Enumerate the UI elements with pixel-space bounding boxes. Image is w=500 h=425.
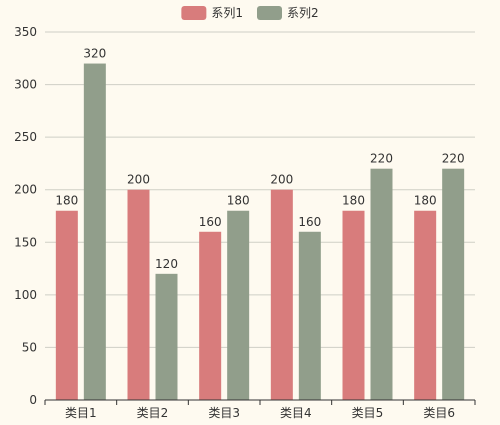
y-tick-label: 300	[14, 78, 37, 92]
legend-item-series1[interactable]: 系列1	[181, 6, 243, 20]
data-label-series2-cat2: 120	[155, 257, 178, 271]
data-label-series2-cat4: 160	[298, 215, 321, 229]
y-tick-label: 50	[22, 340, 37, 354]
y-tick-label: 150	[14, 235, 37, 249]
x-axis: 类目1 类目2 类目3 类目4 类目5 类目6	[44, 399, 476, 420]
bar-series2-cat4[interactable]	[298, 231, 321, 400]
bar-series2-cat3[interactable]	[227, 210, 250, 400]
data-label-series1-cat6: 180	[414, 194, 437, 208]
legend-label: 系列2	[287, 6, 319, 20]
y-tick-label: 200	[14, 183, 37, 197]
x-tick-label: 类目1	[65, 406, 97, 420]
x-tick-label: 类目3	[208, 406, 240, 420]
legend-swatch	[257, 6, 282, 20]
grid-lines	[45, 31, 475, 348]
data-label-series1-cat2: 200	[127, 173, 150, 187]
y-tick-label: 0	[29, 393, 37, 407]
x-tick-label: 类目2	[137, 406, 169, 420]
data-label-series1-cat3: 160	[199, 215, 222, 229]
bar-series1-cat4[interactable]	[270, 189, 293, 400]
bar-series1-cat3[interactable]	[199, 231, 222, 400]
bars	[55, 63, 465, 401]
data-label-series1-cat5: 180	[342, 194, 365, 208]
bar-series1-cat5[interactable]	[342, 210, 365, 400]
x-tick-label: 类目6	[423, 406, 455, 420]
y-tick-label: 100	[14, 288, 37, 302]
data-label-series2-cat1: 320	[83, 47, 106, 61]
bar-series1-cat2[interactable]	[127, 189, 150, 400]
x-tick-label: 类目4	[280, 406, 312, 420]
bar-series2-cat5[interactable]	[370, 168, 393, 400]
bar-series1-cat1[interactable]	[55, 210, 78, 400]
y-tick-label: 350	[14, 25, 37, 39]
legend-label: 系列1	[211, 6, 243, 20]
bar-series1-cat6[interactable]	[414, 210, 437, 400]
legend-swatch	[181, 6, 207, 20]
data-labels: 180 320 200 120 160 180 200 160 180 220 180 220	[55, 47, 464, 271]
bar-series2-cat2[interactable]	[155, 273, 178, 400]
data-label-series2-cat3: 180	[227, 194, 250, 208]
y-axis: 0 50 100 150 200 250 300 350	[14, 25, 37, 407]
bar-series2-cat6[interactable]	[442, 168, 465, 400]
data-label-series2-cat5: 220	[370, 152, 393, 166]
data-label-series1-cat4: 200	[270, 173, 293, 187]
x-tick-label: 类目5	[352, 406, 384, 420]
bar-series2-cat1[interactable]	[83, 63, 106, 401]
data-label-series1-cat1: 180	[55, 194, 78, 208]
legend[interactable]: 系列1 系列2	[181, 6, 319, 20]
legend-item-series2[interactable]: 系列2	[257, 6, 319, 20]
y-tick-label: 250	[14, 130, 37, 144]
data-label-series2-cat6: 220	[442, 152, 465, 166]
